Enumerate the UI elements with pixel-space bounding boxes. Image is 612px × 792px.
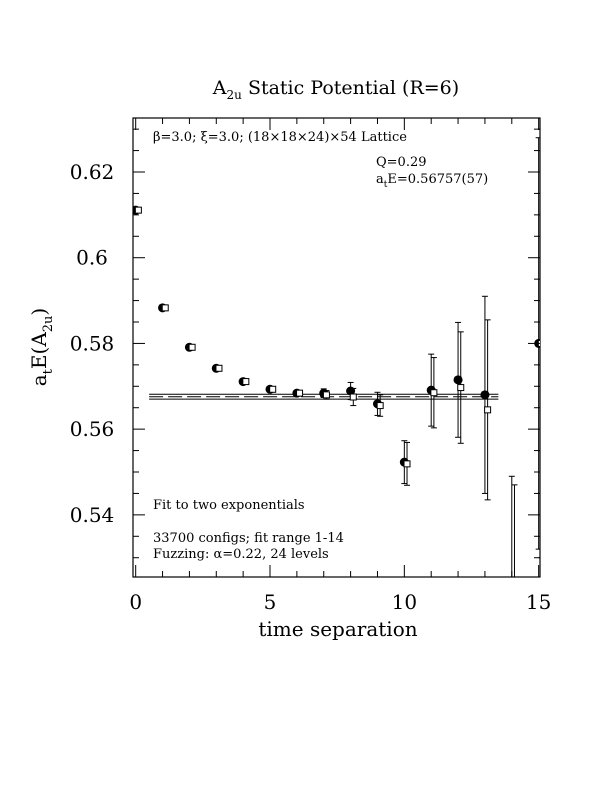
chart-title: A2u Static Potential (R=6) [212, 77, 459, 102]
data-point [161, 304, 169, 312]
plot-area [133, 128, 540, 627]
data-point [430, 389, 438, 397]
data-point [134, 206, 142, 214]
annotation: 33700 configs; fit range 1-14 [153, 531, 344, 546]
data-point [242, 378, 250, 386]
y-tick-label: 0.6 [76, 246, 108, 270]
annotation: atE=0.56757(57) [376, 172, 488, 190]
annotation: Q=0.29 [376, 155, 427, 170]
annotation: Fuzzing: α=0.22, 24 levels [153, 547, 329, 562]
data-point [484, 406, 492, 414]
annotation: Fit to two exponentials [153, 498, 305, 513]
data-point [507, 618, 516, 627]
y-tick-label: 0.56 [70, 417, 115, 441]
y-tick-label: 0.54 [70, 503, 115, 527]
annotation: β=3.0; ξ=3.0; (18×18×24)×54 Lattice [153, 130, 407, 145]
y-tick-label: 0.62 [70, 160, 115, 184]
data-point [296, 389, 304, 397]
data-point [215, 364, 223, 372]
x-tick-label: 5 [264, 590, 277, 614]
x-tick-label: 15 [526, 590, 551, 614]
data-point [349, 393, 357, 401]
x-axis-label: time separation [258, 617, 417, 641]
data-point [188, 343, 196, 351]
x-tick-label: 10 [392, 590, 417, 614]
data-point [403, 460, 411, 468]
data-point [376, 402, 384, 410]
data-point [457, 384, 465, 392]
x-tick-label: 0 [129, 590, 142, 614]
data-point [511, 619, 517, 625]
data-point [269, 385, 277, 393]
data-point [322, 391, 330, 399]
y-tick-label: 0.58 [70, 331, 115, 355]
y-axis-label: atE(A2u) [27, 308, 56, 387]
